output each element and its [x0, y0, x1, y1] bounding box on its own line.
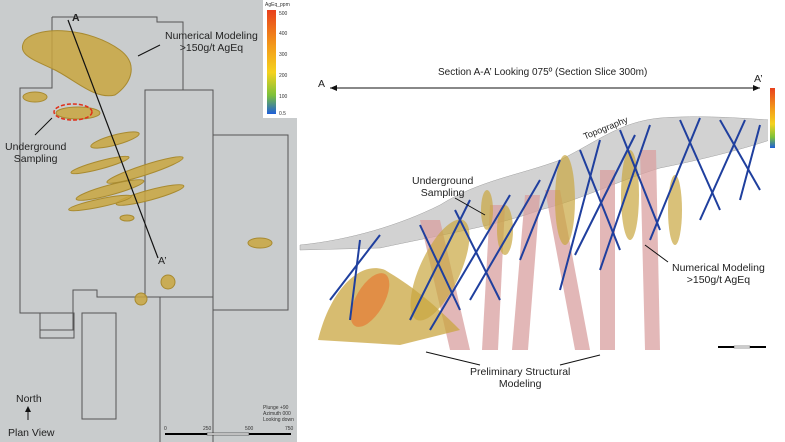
scale-tick: 0	[164, 426, 167, 432]
section-title: Section A-A’ Looking 075º (Section Slice…	[438, 67, 648, 78]
orebody-lens	[106, 156, 184, 184]
orebody-lens	[75, 179, 145, 201]
main-orebody	[22, 30, 132, 97]
legend-tick: 500	[279, 11, 288, 17]
orebody-lens	[70, 155, 130, 175]
legend-tick: 300	[279, 52, 288, 58]
section-scale-bar	[718, 345, 766, 349]
orebodies-plan	[22, 30, 273, 306]
orebody-lens	[119, 214, 135, 222]
section-model-callout: Numerical Modeling >150g/t AgEq	[672, 262, 765, 286]
legend-tick: 0.5	[279, 111, 286, 117]
scale-tick: 500	[245, 426, 254, 432]
arrow-model	[137, 44, 161, 57]
orebody-lens	[134, 292, 148, 306]
legend-panel	[263, 0, 297, 118]
orebody-lens	[160, 274, 176, 290]
structural-callout: Preliminary Structural Modeling	[470, 366, 571, 390]
plan-view-title: Plan View	[8, 427, 55, 439]
structural-faults	[420, 150, 660, 350]
section-end-label: A’	[754, 73, 763, 85]
plan-model-callout: Numerical Modeling >150g/t AgEq	[165, 30, 258, 54]
scale-tick: 750	[285, 426, 294, 432]
orebody-lens	[90, 131, 140, 149]
legend-tick: 100	[279, 94, 288, 100]
plan-section-start-label: A	[72, 12, 80, 24]
orebody-lens	[247, 237, 273, 249]
section-start-label: A	[318, 78, 326, 90]
legend-tick: 400	[279, 31, 288, 37]
underground-sampling-highlight	[53, 103, 93, 121]
arrow-sampling	[34, 117, 53, 136]
plan-scale-bar	[165, 432, 291, 436]
legend-tick: 200	[279, 73, 288, 79]
plan-map-background	[0, 0, 297, 442]
north-label: North	[16, 393, 42, 405]
section-line	[67, 19, 159, 259]
scale-tick: 250	[203, 426, 212, 432]
section-sampling-callout: Underground Sampling	[412, 175, 474, 199]
view-info: Plunge +90 Azimuth 000 Looking down	[263, 405, 294, 423]
orebody-lens	[115, 184, 185, 206]
plan-sampling-callout: Underground Sampling	[5, 141, 67, 165]
section-callout-arrows	[425, 197, 669, 366]
orebody-lens	[55, 106, 101, 120]
plan-section-end-label: A’	[158, 255, 167, 267]
legend-title: AgEq_ppm	[265, 2, 290, 8]
orebody-lens	[68, 194, 132, 212]
orebody-lens	[22, 91, 48, 103]
drillholes	[329, 117, 761, 331]
section-legend-ramp	[770, 88, 775, 148]
legend-color-ramp	[267, 10, 276, 114]
